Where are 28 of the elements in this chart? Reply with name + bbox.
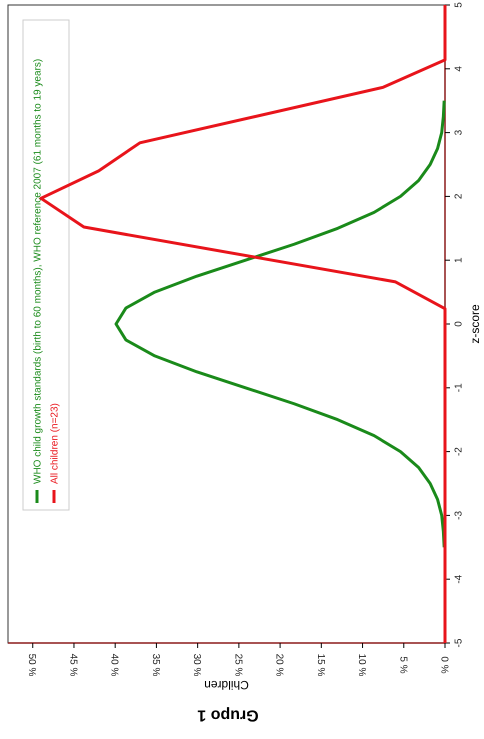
y-tick-label: -1 — [454, 382, 464, 392]
text: All children (n=23) — [50, 403, 60, 484]
y-tick-label: 0 — [454, 320, 464, 327]
y-tick-label: 4 — [454, 66, 464, 72]
y-tick-label: -5 — [454, 638, 464, 648]
x-tick-label: 5 % — [397, 656, 408, 674]
x-tick-label: 50 % — [26, 654, 38, 677]
y-tick-label: 1 — [454, 256, 464, 263]
y-tick-label: -3 — [454, 510, 464, 520]
text: WHO child growth standards (birth to 60 months), WHO reference 2007 (61 months to 19 years) — [32, 58, 44, 484]
x-axis-title: Children — [204, 678, 249, 692]
x-tick-label: 10 % — [356, 654, 368, 677]
text: Grupo 1 — [197, 706, 259, 724]
y-tick-label: 3 — [454, 129, 464, 136]
x-tick-label: 30 % — [191, 654, 202, 677]
x-tick-label: 15 % — [314, 654, 326, 677]
line-series — [114, 99, 446, 549]
y-tick-label: -4 — [454, 574, 464, 584]
y-tick-label: 2 — [454, 193, 464, 200]
x-tick-label: 0 % — [438, 656, 450, 674]
x-tick-label: 25 % — [232, 654, 244, 677]
y-tick-label: -2 — [454, 446, 464, 456]
y-tick-label: 5 — [454, 2, 464, 8]
x-tick-label: 35 % — [150, 654, 161, 677]
x-tick-label: 40 % — [108, 654, 120, 677]
x-tick-label: 20 % — [274, 654, 285, 677]
y-axis-title: z-score — [468, 304, 482, 344]
x-tick-label: 45 % — [67, 654, 78, 677]
